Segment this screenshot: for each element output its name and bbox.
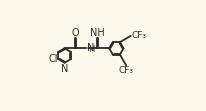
Text: CF₃: CF₃ [131, 31, 146, 40]
Text: NH: NH [90, 28, 105, 38]
Text: H: H [88, 45, 95, 54]
Text: N: N [87, 43, 94, 53]
Text: N: N [61, 63, 68, 74]
Text: Cl: Cl [48, 54, 58, 64]
Text: O: O [72, 28, 80, 38]
Text: CF₃: CF₃ [119, 66, 134, 75]
